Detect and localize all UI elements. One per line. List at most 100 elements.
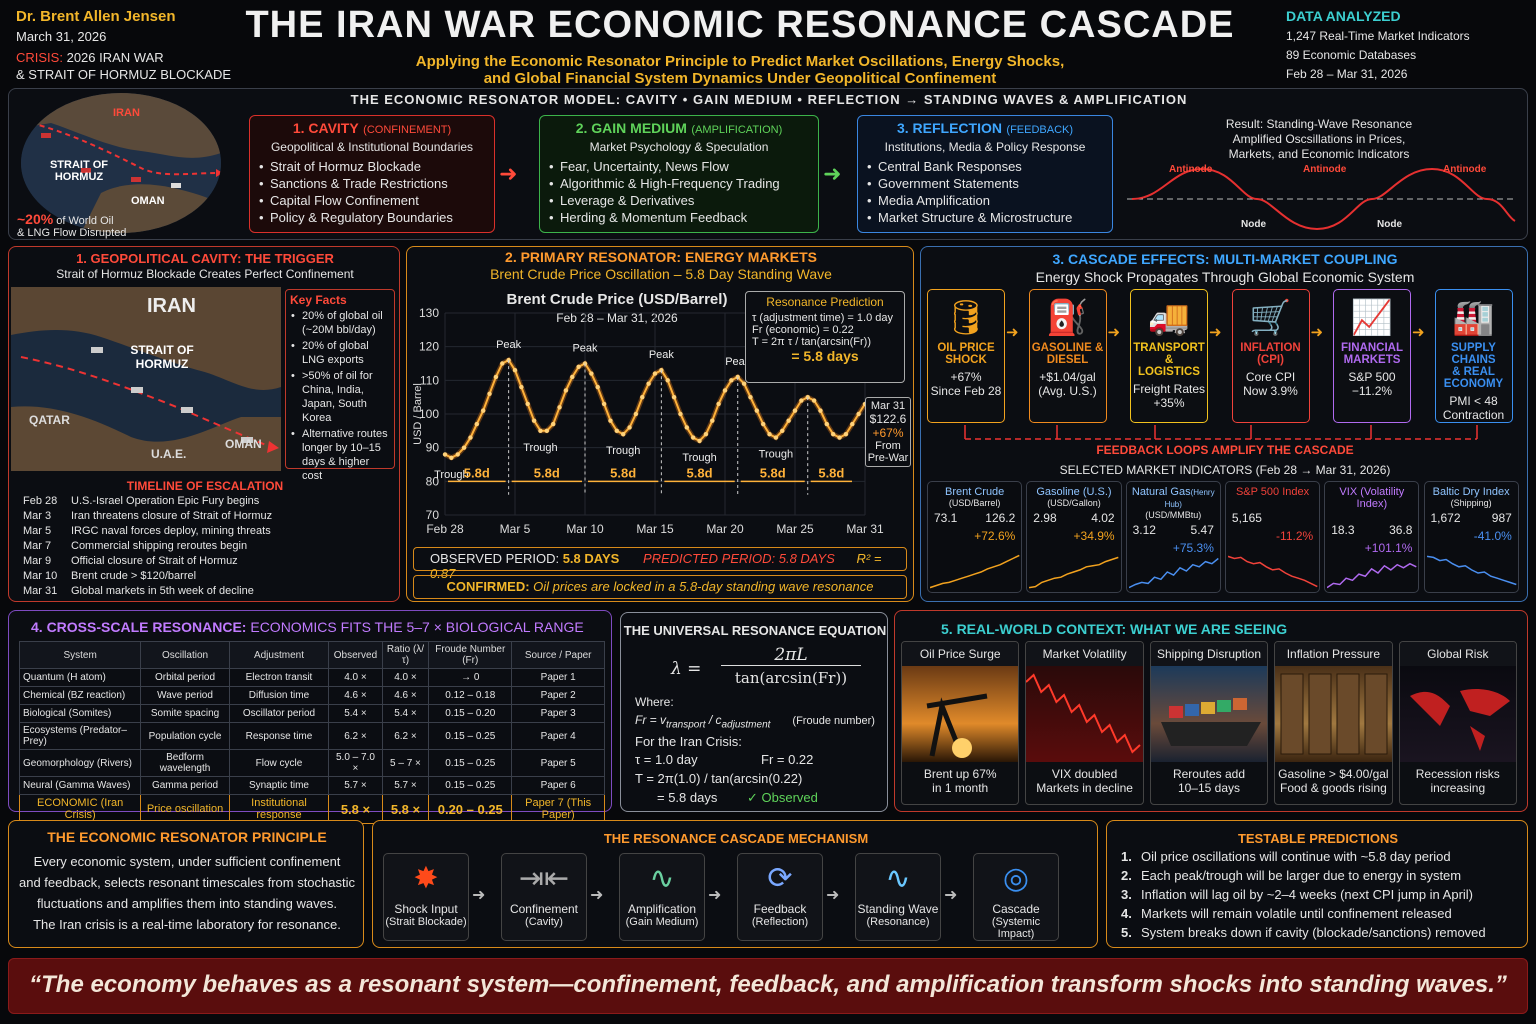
peak-label: Peak <box>496 339 522 351</box>
table-cell: Oscillator period <box>228 704 330 723</box>
equation-fr: Fr = 0.22 <box>761 752 814 767</box>
indicator-name-text: VIX (Volatility Index) <box>1339 486 1405 510</box>
data-point <box>595 384 600 390</box>
mechanism-step: ◎ Cascade (Systemic Impact) <box>973 853 1059 941</box>
table-cell: 0.15 – 0.25 <box>428 722 513 750</box>
data-point <box>538 428 543 434</box>
indicator-start: 5,165 <box>1231 511 1262 525</box>
indicator-change: +101.1% <box>1364 541 1413 555</box>
cross-title-b: ECONOMICS FITS THE 5–7 × BIOLOGICAL RANG… <box>250 619 584 635</box>
x-tick-label: Mar 31 <box>846 522 884 536</box>
period-label: 5.8d <box>760 465 786 480</box>
cross-scale-panel: 4. CROSS-SCALE RESONANCE: ECONOMICS FITS… <box>8 610 612 824</box>
y-tick-label: 90 <box>426 441 440 455</box>
equation-observed: ✓ Observed <box>747 790 818 805</box>
cascade-box-title-2: & REAL ECONOMY <box>1443 366 1504 390</box>
indicator-unit: (Shipping) <box>1450 498 1492 508</box>
peak-label: Peak <box>572 343 598 355</box>
indicators-header: SELECTED MARKET INDICATORS (Feb 28 → Mar… <box>921 463 1529 477</box>
cavity-item: Capital Flow Confinement <box>258 192 486 209</box>
cascade-box-title-2: DIESEL <box>1046 354 1089 366</box>
result-text: Result: Standing-Wave Resonance Amplifie… <box>1169 117 1469 162</box>
data-point <box>646 381 651 386</box>
hormuz-mini-map: IRAN STRAIT OF HORMUZ OMAN <box>21 93 221 233</box>
context-card: Market Volatility VIX doubled Markets in d… <box>1025 641 1144 805</box>
gain-box: 2. GAIN MEDIUM (AMPLIFICATION) Market Ps… <box>539 115 819 233</box>
prediction-line: τ (adjustment time) = 1.0 day <box>752 312 893 324</box>
cascade-box-value: Core CPI <box>1245 370 1296 384</box>
table-cell: 5.4 × <box>328 704 383 723</box>
y-tick-label: 120 <box>419 340 439 354</box>
data-point <box>786 418 791 423</box>
cross-scale-table: System Oscillation Adjustment Observed Ratio… <box>18 641 605 824</box>
indicator-values: 5,165 <box>1226 511 1319 529</box>
period-label: 5.8d <box>610 465 636 480</box>
truck-icon: 🚚 <box>1147 299 1191 337</box>
indicator-change: +34.9% <box>1073 529 1115 543</box>
r-squared: R² = 0.87 <box>430 551 882 581</box>
table-cell: 0.12 – 0.18 <box>428 686 513 705</box>
data-analyzed-3: Feb 28 – Mar 31, 2026 <box>1286 67 1408 81</box>
data-point <box>614 428 620 434</box>
mini-map-strait: STRAIT OF HORMUZ <box>49 159 109 183</box>
fuel-pump-icon: ⛽ <box>1046 299 1089 337</box>
cascade-box-value: PMI < 48 <box>1449 394 1498 408</box>
table-cell: Somite spacing <box>140 704 230 723</box>
mechanism-step: ∿ Standing Wave (Resonance) <box>855 853 941 941</box>
cascade-box-value: +67% <box>950 370 982 384</box>
fr-mid: / c <box>705 713 722 727</box>
principle-title: THE ECONOMIC RESONATOR PRINCIPLE <box>47 829 327 845</box>
cascade-box-value-2: Now 3.9% <box>1243 384 1298 398</box>
data-point <box>773 435 779 440</box>
reflection-paren: (FEEDBACK) <box>1006 124 1074 136</box>
table-cell: Chemical (BZ reaction) <box>18 686 142 705</box>
cross-title-a: 4. CROSS-SCALE RESONANCE: <box>31 619 247 635</box>
equation-title: THE UNIVERSAL RESONANCE EQUATION <box>623 623 887 638</box>
cavity-subtitle: Geopolitical & Institutional Boundaries <box>270 140 474 154</box>
geo-subtitle: Strait of Hormuz Blockade Creates Perfec… <box>56 267 354 281</box>
data-point <box>799 398 804 403</box>
equation-panel: THE UNIVERSAL RESONANCE EQUATION λ = 2πL… <box>620 612 888 812</box>
geo-map-uae: U.A.E. <box>151 447 187 461</box>
context-card-heading: Oil Price Surge <box>902 642 1019 666</box>
data-point <box>449 455 454 460</box>
result-line-3: Markets, and Economic Indicators <box>1228 147 1410 161</box>
reflection-title: 3. REFLECTION <box>896 120 1002 136</box>
data-point <box>665 378 670 383</box>
key-facts-list: 20% of global oil (~20M bbl/day) 20% of … <box>290 309 390 483</box>
data-point <box>741 381 747 386</box>
data-analyzed-title: DATA ANALYZED <box>1286 8 1401 24</box>
cascade-box-title: TRANSPORT & <box>1133 342 1205 366</box>
table-cell: Geomorphology (Rivers) <box>18 749 142 777</box>
indicator-name: Natural Gas(Henry Hub) <box>1127 486 1220 510</box>
model-header: THE ECONOMIC RESONATOR MODEL: CAVITY • G… <box>350 92 1188 107</box>
page-title: THE IRAN WAR ECONOMIC RESONANCE CASCADE <box>245 4 1235 46</box>
table-cell: Paper 1 <box>511 668 605 687</box>
observed-label: OBSERVED PERIOD: <box>430 551 560 566</box>
data-point <box>818 408 823 413</box>
result-line-1: Result: Standing-Wave Resonance <box>1225 117 1413 131</box>
prediction-number: 4. <box>1121 906 1132 921</box>
indicator-start: 3.12 <box>1132 523 1156 537</box>
feedback-loop-graphic <box>964 425 1478 440</box>
data-point <box>468 435 473 440</box>
table-cell: 5 – 7 × <box>381 749 430 777</box>
geo-map-oman: OMAN <box>225 437 262 451</box>
primary-resonator-panel: 2. PRIMARY RESONATOR: ENERGY MARKETS Bre… <box>406 246 914 602</box>
table-cell: Synaptic time <box>228 776 330 795</box>
data-analyzed-1: 1,247 Real-Time Market Indicators <box>1286 29 1470 43</box>
indicator-name-text: Baltic Dry Index <box>1432 486 1510 498</box>
table-cell: → 0 <box>428 668 513 687</box>
timeline-row: Mar 3 Iran threatens closure of Strait of… <box>23 510 393 525</box>
table-cell: 5.0 – 7.0 × <box>328 749 383 777</box>
sparkline-path <box>930 554 1020 589</box>
mechanism-step-sub: (Cavity) <box>525 916 563 928</box>
author-date: March 31, 2026 <box>16 29 107 44</box>
table-row: Quantum (H atom) Orbital period Electron t… <box>18 668 605 687</box>
indicator-sparkline <box>930 554 1020 589</box>
cascade-box-title: SUPPLY CHAINS <box>1451 342 1496 366</box>
table-cell: 5.4 × <box>381 704 430 723</box>
crisis-text-2: & STRAIT OF HORMUZ BLOCKADE <box>16 67 232 82</box>
context-cards: Oil Price Surge Brent up 67% in 1 month Mar… <box>901 641 1523 807</box>
indicator-start: 73.1 <box>934 511 958 525</box>
